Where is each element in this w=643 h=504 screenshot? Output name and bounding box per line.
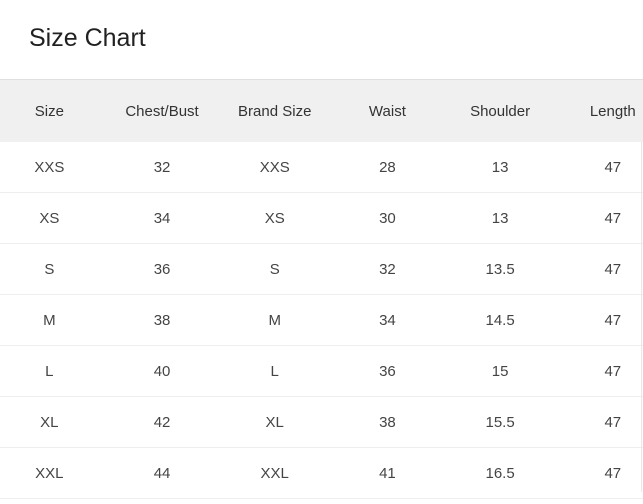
table-cell: 47: [604, 260, 622, 278]
table-cell: S: [44, 260, 55, 278]
table-cell: 16.5: [485, 464, 515, 482]
table-cell: 42: [153, 413, 171, 431]
table-row: M 38 M 34 14.5 47: [0, 295, 643, 346]
column-header: Size: [34, 102, 64, 120]
divider: [641, 142, 642, 492]
table-cell: S: [269, 260, 280, 278]
column-header: Waist: [368, 102, 406, 120]
table-cell: 13: [491, 158, 509, 176]
table-cell: XXS: [259, 158, 290, 176]
table-cell: XS: [39, 209, 60, 227]
table-cell: 40: [153, 362, 171, 380]
table-row: XL 42 XL 38 15.5 47: [0, 397, 643, 448]
table-cell: 34: [153, 209, 171, 227]
page-title: Size Chart: [29, 24, 146, 52]
column-header: Brand Size: [238, 102, 312, 120]
table-row: XXL 44 XXL 41 16.5 47: [0, 448, 643, 499]
table-cell: 30: [379, 209, 396, 227]
table-cell: XL: [40, 413, 59, 431]
table-cell: 14.5: [485, 311, 515, 329]
table-cell: M: [268, 311, 281, 329]
table-cell: 15.5: [485, 413, 515, 431]
column-header: Shoulder: [470, 102, 531, 120]
table-row: XXS 32 XXS 28 13 47: [0, 142, 643, 193]
table-cell: 13: [491, 209, 509, 227]
table-cell: 28: [379, 158, 396, 176]
table-cell: 38: [153, 311, 171, 329]
table-cell: 47: [604, 209, 622, 227]
table-cell: 47: [604, 362, 622, 380]
table-cell: 47: [604, 413, 622, 431]
table-row: XS 34 XS 30 13 47: [0, 193, 643, 244]
table-cell: 15: [491, 362, 509, 380]
table-row: L 40 L 36 15 47: [0, 346, 643, 397]
table-cell: 47: [604, 464, 622, 482]
table-cell: XXL: [35, 464, 64, 482]
table-cell: 32: [153, 158, 171, 176]
table-cell: 32: [379, 260, 396, 278]
table-cell: 13.5: [485, 260, 515, 278]
table-cell: 38: [379, 413, 396, 431]
table-cell: 44: [153, 464, 171, 482]
table-cell: M: [43, 311, 56, 329]
table-cell: 36: [379, 362, 396, 380]
size-chart-table: Size Chest/Bust Brand Size Waist Shoulder Len…: [0, 79, 643, 499]
table-cell: XS: [264, 209, 285, 227]
table-cell: 47: [604, 158, 622, 176]
column-header: Length: [589, 102, 636, 120]
table-cell: 34: [379, 311, 396, 329]
table-header: Size Chest/Bust Brand Size Waist Shoulder Len…: [0, 80, 643, 142]
table-cell: 47: [604, 311, 622, 329]
table-cell: 36: [153, 260, 171, 278]
table-cell: XL: [265, 413, 284, 431]
table-cell: L: [270, 362, 279, 380]
table-cell: XXS: [34, 158, 65, 176]
table-cell: L: [45, 362, 54, 380]
table-cell: 41: [379, 464, 396, 482]
table-row: S 36 S 32 13.5 47: [0, 244, 643, 295]
table-cell: XXL: [260, 464, 289, 482]
column-header: Chest/Bust: [125, 102, 199, 120]
